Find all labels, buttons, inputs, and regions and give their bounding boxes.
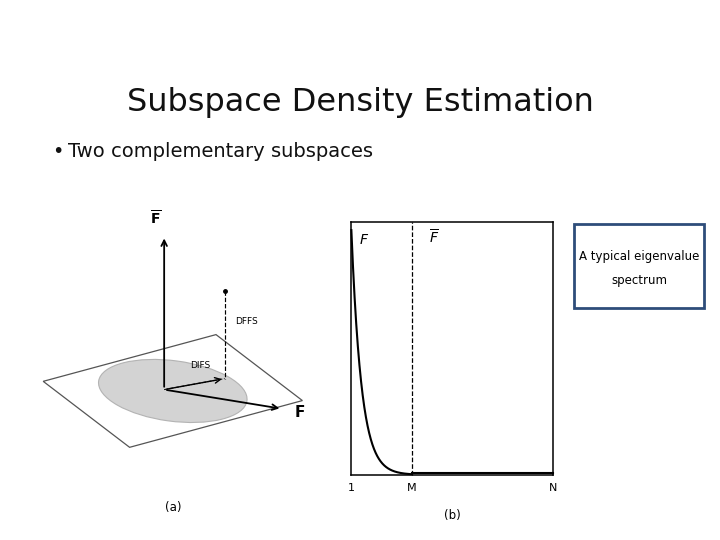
- Text: 中国科学技术大学: 中国科学技术大学: [58, 14, 111, 24]
- Text: DIFS: DIFS: [190, 361, 210, 369]
- FancyBboxPatch shape: [575, 225, 703, 308]
- Text: Two complementary subspaces: Two complementary subspaces: [68, 143, 373, 161]
- Text: $F$: $F$: [359, 233, 369, 247]
- Text: N: N: [549, 483, 557, 494]
- Text: $\mathbf{F}$: $\mathbf{F}$: [294, 404, 305, 420]
- Text: •: •: [52, 143, 63, 161]
- Text: M: M: [407, 483, 417, 494]
- Text: (b): (b): [444, 509, 461, 522]
- Text: spectrum: spectrum: [611, 274, 667, 287]
- Text: UNIVERSITY OF SCIENCE AND TECHNOLOGY OF CHINA: UNIVERSITY OF SCIENCE AND TECHNOLOGY OF …: [58, 37, 191, 42]
- Text: DFFS: DFFS: [235, 316, 258, 326]
- Text: $\mathbf{\overline{F}}$: $\mathbf{\overline{F}}$: [150, 210, 161, 228]
- Text: $\overline{F}$: $\overline{F}$: [429, 228, 440, 247]
- Text: (a): (a): [165, 501, 181, 514]
- Ellipse shape: [99, 360, 247, 422]
- Text: Subspace Density Estimation: Subspace Density Estimation: [127, 87, 593, 118]
- Text: A typical eigenvalue: A typical eigenvalue: [579, 250, 699, 263]
- Text: 1: 1: [348, 483, 355, 494]
